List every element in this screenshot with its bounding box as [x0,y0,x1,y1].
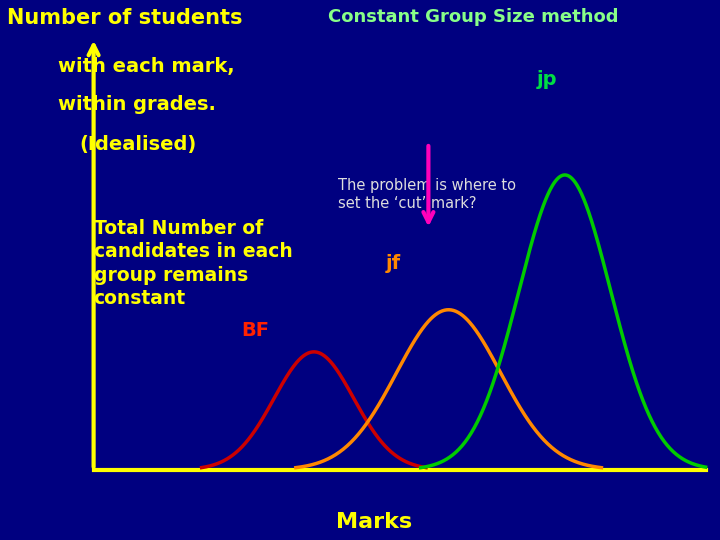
Text: Constant Group Size method: Constant Group Size method [328,8,618,26]
Text: jf: jf [385,254,400,273]
Text: (Idealised): (Idealised) [79,135,197,154]
Text: The problem is where to
set the ‘cut’ mark?: The problem is where to set the ‘cut’ ma… [338,178,516,211]
Text: Total Number of
candidates in each
group remains
constant: Total Number of candidates in each group… [94,219,292,308]
Text: Number of students: Number of students [7,8,243,28]
Text: BF: BF [242,321,269,340]
Text: with each mark,: with each mark, [58,57,234,76]
Text: jp: jp [536,70,557,89]
Text: within grades.: within grades. [58,94,215,113]
Text: Marks: Marks [336,512,413,532]
